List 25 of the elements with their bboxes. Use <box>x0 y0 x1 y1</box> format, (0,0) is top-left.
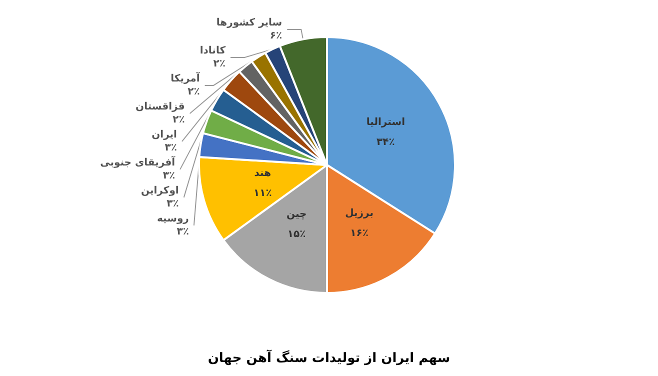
slice-label: آفریقای جنوبی <box>100 155 176 168</box>
data-label: ۲٪ <box>188 86 200 98</box>
data-label: ۱۱٪ <box>254 188 272 200</box>
data-label: ۳٪ <box>176 226 189 238</box>
slice-label: روسیه <box>156 213 190 224</box>
data-label: ۳٪ <box>166 198 179 210</box>
slice-label: چین <box>286 209 307 220</box>
data-label: ۶٪ <box>270 30 282 42</box>
slice-label: ایران <box>152 129 177 140</box>
slice-label: کانادا <box>200 45 226 56</box>
data-label: ۲٪ <box>172 114 185 126</box>
data-label: ۱۶٪ <box>350 228 368 240</box>
data-label: ۳٪ <box>162 170 176 182</box>
slice-label: آمریکا <box>170 71 200 84</box>
slice-label: سایر کشورها <box>216 17 282 28</box>
data-label: ۲٪ <box>213 58 226 70</box>
data-label: ۱۵٪ <box>287 229 306 240</box>
slice-label: استرالیا <box>366 117 406 128</box>
slice-label: قزاقستان <box>136 101 185 112</box>
data-label: ۳٪ <box>164 142 177 154</box>
data-label: ۳۴٪ <box>376 137 395 148</box>
slice-label: برزیل <box>345 208 374 220</box>
slice-label: هند <box>254 168 272 180</box>
slice-label: اوکراین <box>140 185 179 196</box>
text: سهم ایران از تولیدات سنگ آهن جهان <box>208 349 450 366</box>
